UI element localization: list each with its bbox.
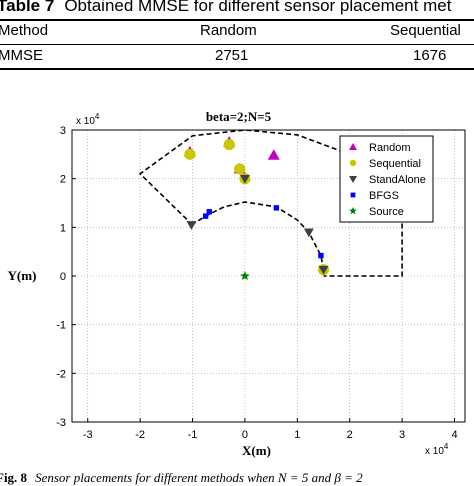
legend-sequential-label: Sequential	[369, 158, 421, 170]
sensor-placement-chart: -3 -2 -1 0 1 2 3 4 -3 -2 -1 0 1 2 3 beta=2;N=5 X(m) Y(…	[8, 109, 466, 458]
figure-caption-text: Sensor placements for different methods …	[35, 470, 363, 485]
legend-bfgs-label: BFGS	[369, 190, 399, 202]
bfgs-marker	[273, 205, 280, 211]
header-random: Random	[200, 22, 257, 39]
sequential-marker	[234, 163, 246, 175]
x-tick-label: -1	[188, 429, 198, 441]
standalone-marker	[303, 228, 314, 238]
table-bottom-rule	[0, 68, 474, 70]
table-title: Obtained MMSE for different sensor place…	[64, 0, 452, 15]
y-tick-label: -1	[56, 320, 66, 332]
mmse-table: Table 7 Obtained MMSE for different senso…	[0, 0, 474, 90]
y-multiplier-label: x 104	[76, 112, 100, 127]
legend-standalone-label: StandAlone	[369, 174, 426, 186]
legend-random-swatch	[349, 143, 357, 150]
standalone-marker	[318, 265, 329, 275]
header-method: Method	[0, 22, 49, 39]
axis-ticks: -3 -2 -1 0 1 2 3 4 -3 -2 -1 0 1 2 3	[56, 125, 457, 441]
legend-random-label: Random	[369, 142, 411, 154]
sequential-marker	[223, 139, 235, 151]
y-multiplier: x 104	[76, 112, 100, 127]
legend-standalone-swatch	[349, 176, 357, 183]
x-multiplier-label: x 104	[425, 442, 449, 457]
legend-source-swatch	[349, 207, 357, 215]
y-tick-label: 1	[60, 222, 66, 234]
y-tick-label: 2	[60, 174, 66, 186]
y-axis-label: Y(m)	[8, 268, 37, 283]
outer-boundary-path	[138, 129, 403, 277]
x-tick-label: 1	[294, 429, 300, 441]
figure-caption: Fig. 8 Sensor placements for different me…	[0, 470, 363, 486]
table-top-rule	[0, 19, 474, 21]
x-multiplier: x 104	[425, 442, 449, 457]
bfgs-marker	[202, 213, 209, 219]
bfgs-marker	[206, 209, 212, 215]
legend-box	[339, 135, 434, 223]
x-tick-label: 3	[399, 429, 405, 441]
table-mid-rule	[0, 44, 474, 45]
random-marker	[267, 149, 280, 160]
x-tick-label: 0	[242, 429, 248, 441]
x-tick-label: -3	[83, 429, 93, 441]
y-tick-label: -2	[56, 368, 66, 380]
legend-sequential-swatch	[349, 159, 357, 167]
y-tick-label: 0	[60, 271, 66, 283]
sequential-marker	[184, 148, 196, 160]
legend-bfgs-swatch	[350, 192, 356, 198]
bfgs-marker	[318, 252, 324, 259]
chart-markers	[183, 136, 330, 280]
cell-mmse-label: MMSE	[0, 47, 43, 64]
y-tick-label: 3	[60, 125, 66, 137]
figure-number: Fig. 8	[0, 470, 28, 485]
x-axis-label: X(m)	[242, 443, 271, 458]
standalone-marker	[239, 174, 250, 184]
standalone-marker	[186, 221, 197, 230]
table-caption: Table 7 Obtained MMSE for different senso…	[0, 0, 451, 16]
cell-random-mmse: 2751	[215, 47, 249, 64]
x-tick-label: 4	[451, 429, 457, 441]
header-sequential: Sequential	[390, 22, 461, 39]
x-tick-label: 2	[347, 429, 353, 441]
legend-source-label: Source	[369, 206, 404, 218]
source-marker	[240, 271, 250, 280]
y-tick-label: -3	[56, 417, 66, 429]
cell-sequential-mmse: 1676	[413, 47, 447, 64]
table-number: Table 7	[0, 0, 55, 15]
chart-legend: Random Sequential StandAlone BFGS Source	[339, 135, 434, 223]
x-tick-label: -2	[135, 429, 145, 441]
chart-title: beta=2;N=5	[206, 109, 272, 124]
